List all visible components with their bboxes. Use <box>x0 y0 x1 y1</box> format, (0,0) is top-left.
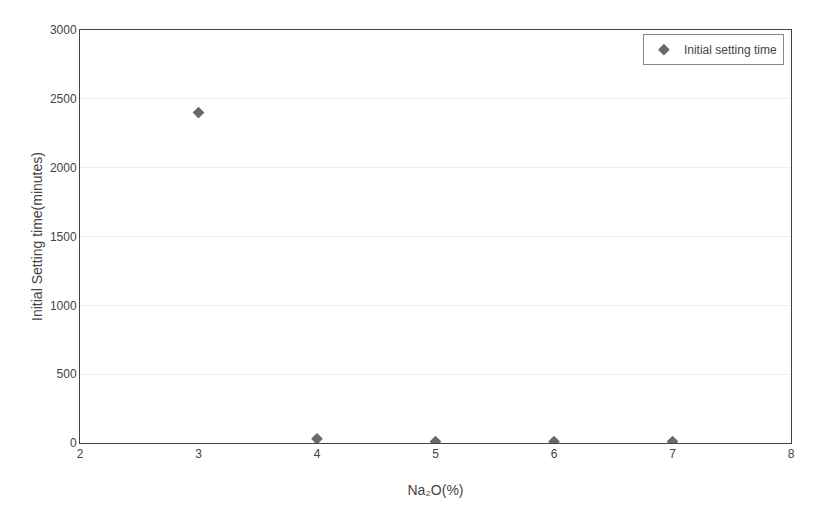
svg-text:3: 3 <box>195 447 202 461</box>
svg-text:2000: 2000 <box>50 161 77 175</box>
svg-text:1000: 1000 <box>50 299 77 313</box>
svg-text:7: 7 <box>669 447 676 461</box>
svg-text:2: 2 <box>77 447 84 461</box>
svg-text:3000: 3000 <box>50 23 77 37</box>
svg-text:1500: 1500 <box>50 230 77 244</box>
svg-text:2500: 2500 <box>50 92 77 106</box>
svg-text:Initial setting time: Initial setting time <box>684 43 777 57</box>
svg-text:0: 0 <box>70 436 77 450</box>
svg-text:5: 5 <box>432 447 439 461</box>
svg-text:Na₂O(%): Na₂O(%) <box>408 482 464 498</box>
svg-text:Initial Setting time(minutes): Initial Setting time(minutes) <box>29 152 45 321</box>
svg-text:4: 4 <box>314 447 321 461</box>
svg-text:8: 8 <box>788 447 795 461</box>
svg-text:500: 500 <box>57 367 77 381</box>
svg-text:6: 6 <box>551 447 558 461</box>
